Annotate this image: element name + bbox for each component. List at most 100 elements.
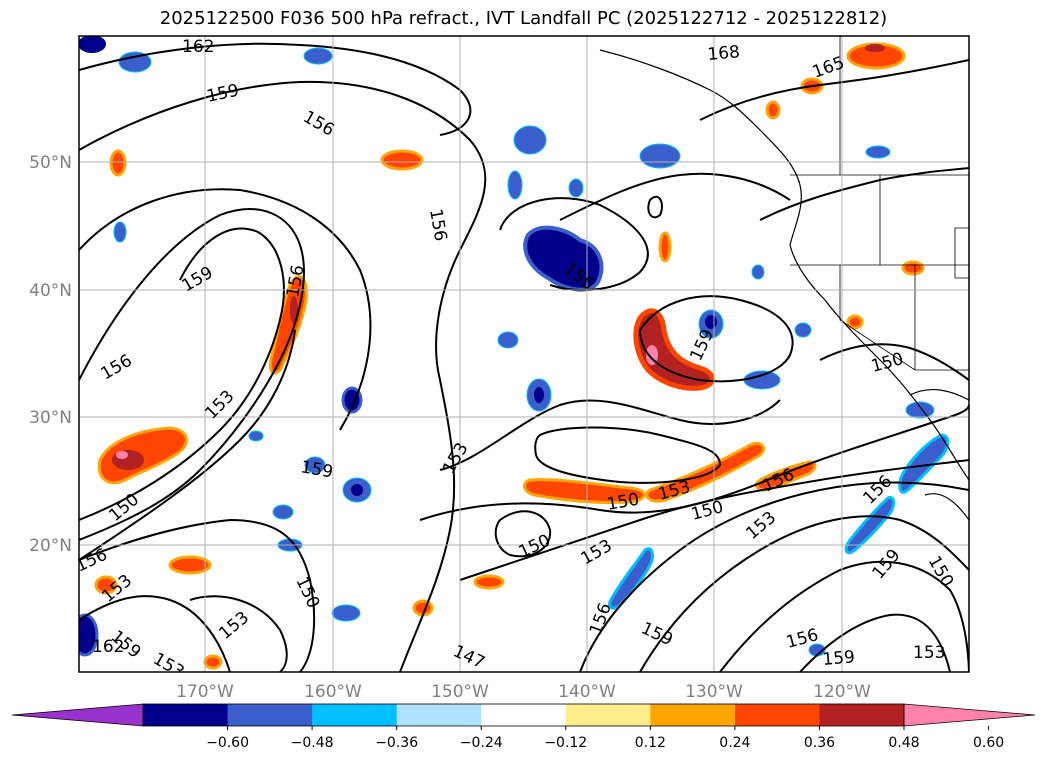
lon-label: 150°W: [431, 682, 489, 702]
contour-line: [419, 404, 969, 521]
colorbar-extend-high: [903, 703, 1036, 727]
contour-line: [499, 197, 649, 292]
anomaly-blob: [523, 478, 646, 505]
colorbar-tick-label: −0.60: [206, 735, 249, 751]
anomaly-blob: [639, 143, 681, 169]
contour-line: [639, 515, 969, 672]
anomaly-blob: [497, 331, 519, 349]
anomaly-blob: [473, 574, 505, 590]
anomaly-blob: [705, 315, 717, 329]
anomaly-blob: [633, 308, 715, 391]
anomaly-blob: [118, 51, 152, 73]
colorbar-tick-label: −0.36: [375, 735, 418, 751]
anomaly-blob: [751, 264, 765, 280]
contour-line: [559, 172, 791, 221]
map-frame: [78, 35, 970, 673]
coastline: [599, 49, 969, 481]
political-borders: [790, 36, 969, 371]
lat-label: 40°N: [29, 281, 72, 301]
anomaly-blob: [608, 547, 654, 610]
contour-line: [79, 188, 372, 431]
height-contours: [79, 42, 969, 672]
contour-line: [79, 42, 472, 136]
anomaly-blob: [646, 345, 658, 365]
lon-label: 140°W: [558, 682, 616, 702]
lon-label: 170°W: [176, 682, 234, 702]
contour-label: 153: [913, 643, 945, 663]
anomaly-blob: [846, 42, 906, 70]
colorbar-tick-label: 0.48: [888, 735, 919, 751]
contour-line: [719, 560, 969, 672]
colorbar-segment: [312, 704, 398, 726]
anomaly-blob: [351, 484, 363, 496]
anomaly-blob: [97, 426, 188, 485]
contour-label: 162: [182, 37, 214, 57]
colorbar-segment: [650, 704, 736, 726]
anomaly-blob: [380, 149, 424, 171]
anomaly-blob: [568, 178, 584, 198]
anomaly-blob: [645, 441, 766, 503]
lon-label: 120°W: [813, 682, 871, 702]
anomaly-blob: [534, 387, 544, 403]
coastline: [924, 493, 969, 521]
lat-label: 50°N: [29, 153, 72, 173]
anomaly-blob: [898, 433, 950, 494]
colorbar-segment: [819, 704, 905, 726]
contour-line: [79, 518, 316, 672]
contour-line: [799, 613, 951, 672]
lat-label: 30°N: [29, 408, 72, 428]
contour-line: [79, 208, 305, 541]
anomaly-blob: [304, 456, 326, 474]
contour-line: [79, 80, 487, 672]
anomaly-blob: [168, 555, 212, 575]
anomaly-blob: [743, 370, 781, 390]
anomaly-blob: [272, 504, 294, 520]
contour-line: [459, 459, 969, 581]
anomaly-blob: [523, 225, 604, 292]
colorbar-tick-label: −0.12: [544, 735, 587, 751]
contour-label: 159: [822, 647, 856, 670]
anomaly-blob: [109, 149, 127, 177]
colorbar-tick-label: 0.60: [973, 735, 1004, 751]
latitude-labels: 50°N 40°N 30°N 20°N: [29, 153, 72, 556]
contour-line: [189, 595, 288, 672]
colorbar-segment: [565, 704, 651, 726]
coastline: [909, 389, 969, 401]
contour-line: [494, 510, 552, 558]
anomaly-blob: [844, 496, 896, 555]
anomaly-blob: [116, 451, 128, 459]
anomaly-blob: [905, 401, 935, 419]
contour-line: [647, 195, 663, 219]
anomaly-blob: [303, 47, 333, 65]
contour-line: [579, 481, 969, 672]
contour-label: 168: [707, 42, 741, 65]
anomaly-blob: [901, 260, 925, 276]
contour-line: [439, 399, 781, 471]
map-title: 2025122500 F036 500 hPa refract., IVT La…: [159, 8, 888, 29]
contour-line: [699, 59, 969, 121]
colorbar-tick-label: 0.12: [635, 735, 666, 751]
anomaly-blob: [658, 231, 672, 263]
anomaly-blob: [865, 145, 891, 159]
colorbar: −0.60 −0.48 −0.36 −0.24 −0.12 0.12 0.24 0.36 0.4…: [11, 703, 1036, 751]
anomaly-blob: [507, 170, 523, 200]
shaded-anomalies: [79, 36, 950, 670]
contour-line: [79, 329, 296, 561]
anomaly-blob: [94, 575, 118, 595]
colorbar-frame: [142, 703, 905, 727]
colorbar-segment: [481, 704, 567, 726]
colorbar-segment: [143, 704, 229, 726]
colorbar-extend-low: [11, 703, 144, 727]
anomaly-blob: [112, 450, 144, 470]
colorbar-tick-label: 0.36: [804, 735, 835, 751]
colorbar-tick-label: −0.48: [291, 735, 334, 751]
colorbar-tick-label: −0.24: [460, 735, 503, 751]
colorbar-tick-label: 0.24: [719, 735, 750, 751]
anomaly-blob: [765, 100, 781, 120]
colorbar-segment: [734, 704, 820, 726]
contour-label: 162: [92, 637, 124, 657]
anomaly-blob: [513, 125, 547, 155]
lon-label: 160°W: [304, 682, 362, 702]
contour-line: [638, 295, 794, 383]
